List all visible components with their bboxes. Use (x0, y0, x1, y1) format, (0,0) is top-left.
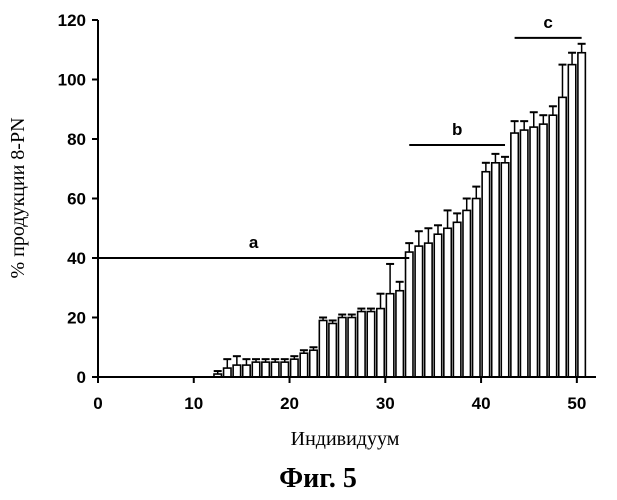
region-label-c: c (543, 13, 552, 32)
bar (453, 222, 460, 377)
x-tick-label: 10 (184, 394, 203, 413)
bar (358, 312, 365, 377)
bar (262, 362, 269, 377)
x-tick-label: 20 (280, 394, 299, 413)
y-tick-label: 80 (67, 130, 86, 149)
x-tick-label: 0 (93, 394, 102, 413)
x-tick-label: 30 (376, 394, 395, 413)
bar (406, 252, 413, 377)
bar (444, 228, 451, 377)
bar (348, 318, 355, 378)
bar (540, 124, 547, 377)
x-ticks-group: 0 10 20 30 40 50 (93, 377, 586, 413)
bar (549, 115, 556, 377)
bar (377, 309, 384, 377)
bar (252, 362, 259, 377)
y-tick-label: 0 (77, 368, 86, 387)
x-tick-label: 40 (472, 394, 491, 413)
bar (300, 353, 307, 377)
y-tick-label: 20 (67, 309, 86, 328)
bar (434, 234, 441, 377)
region-label-b: b (452, 120, 462, 139)
bar (501, 163, 508, 377)
x-tick-label: 50 (567, 394, 586, 413)
bar (463, 210, 470, 377)
bar (367, 312, 374, 377)
bar (578, 53, 585, 377)
x-axis-title: Индивидуум (291, 428, 400, 450)
bar (281, 362, 288, 377)
bar (233, 365, 240, 377)
bar (271, 362, 278, 377)
bars-group (214, 53, 585, 377)
bar (329, 323, 336, 377)
bar (568, 65, 575, 377)
y-tick-label: 100 (58, 71, 86, 90)
y-ticks-group: 0 20 40 60 80 100 120 (58, 11, 98, 387)
bar (482, 172, 489, 377)
bar (530, 127, 537, 377)
y-axis-title: % продукции 8-PN (7, 117, 29, 278)
y-tick-label: 120 (58, 11, 86, 30)
y-tick-label: 40 (67, 249, 86, 268)
bar (396, 291, 403, 377)
bar (473, 199, 480, 378)
bar (492, 163, 499, 377)
bar (243, 365, 250, 377)
figure-caption: Фиг. 5 (279, 463, 357, 494)
bar (559, 97, 566, 377)
bar (415, 246, 422, 377)
bar (425, 243, 432, 377)
bar (319, 320, 326, 377)
bar (291, 359, 298, 377)
bar (520, 130, 527, 377)
bar (224, 368, 231, 377)
bar (386, 294, 393, 377)
bar (338, 318, 345, 378)
bar (310, 350, 317, 377)
bar (511, 133, 518, 377)
region-label-a: a (249, 233, 259, 252)
y-tick-label: 60 (67, 190, 86, 209)
